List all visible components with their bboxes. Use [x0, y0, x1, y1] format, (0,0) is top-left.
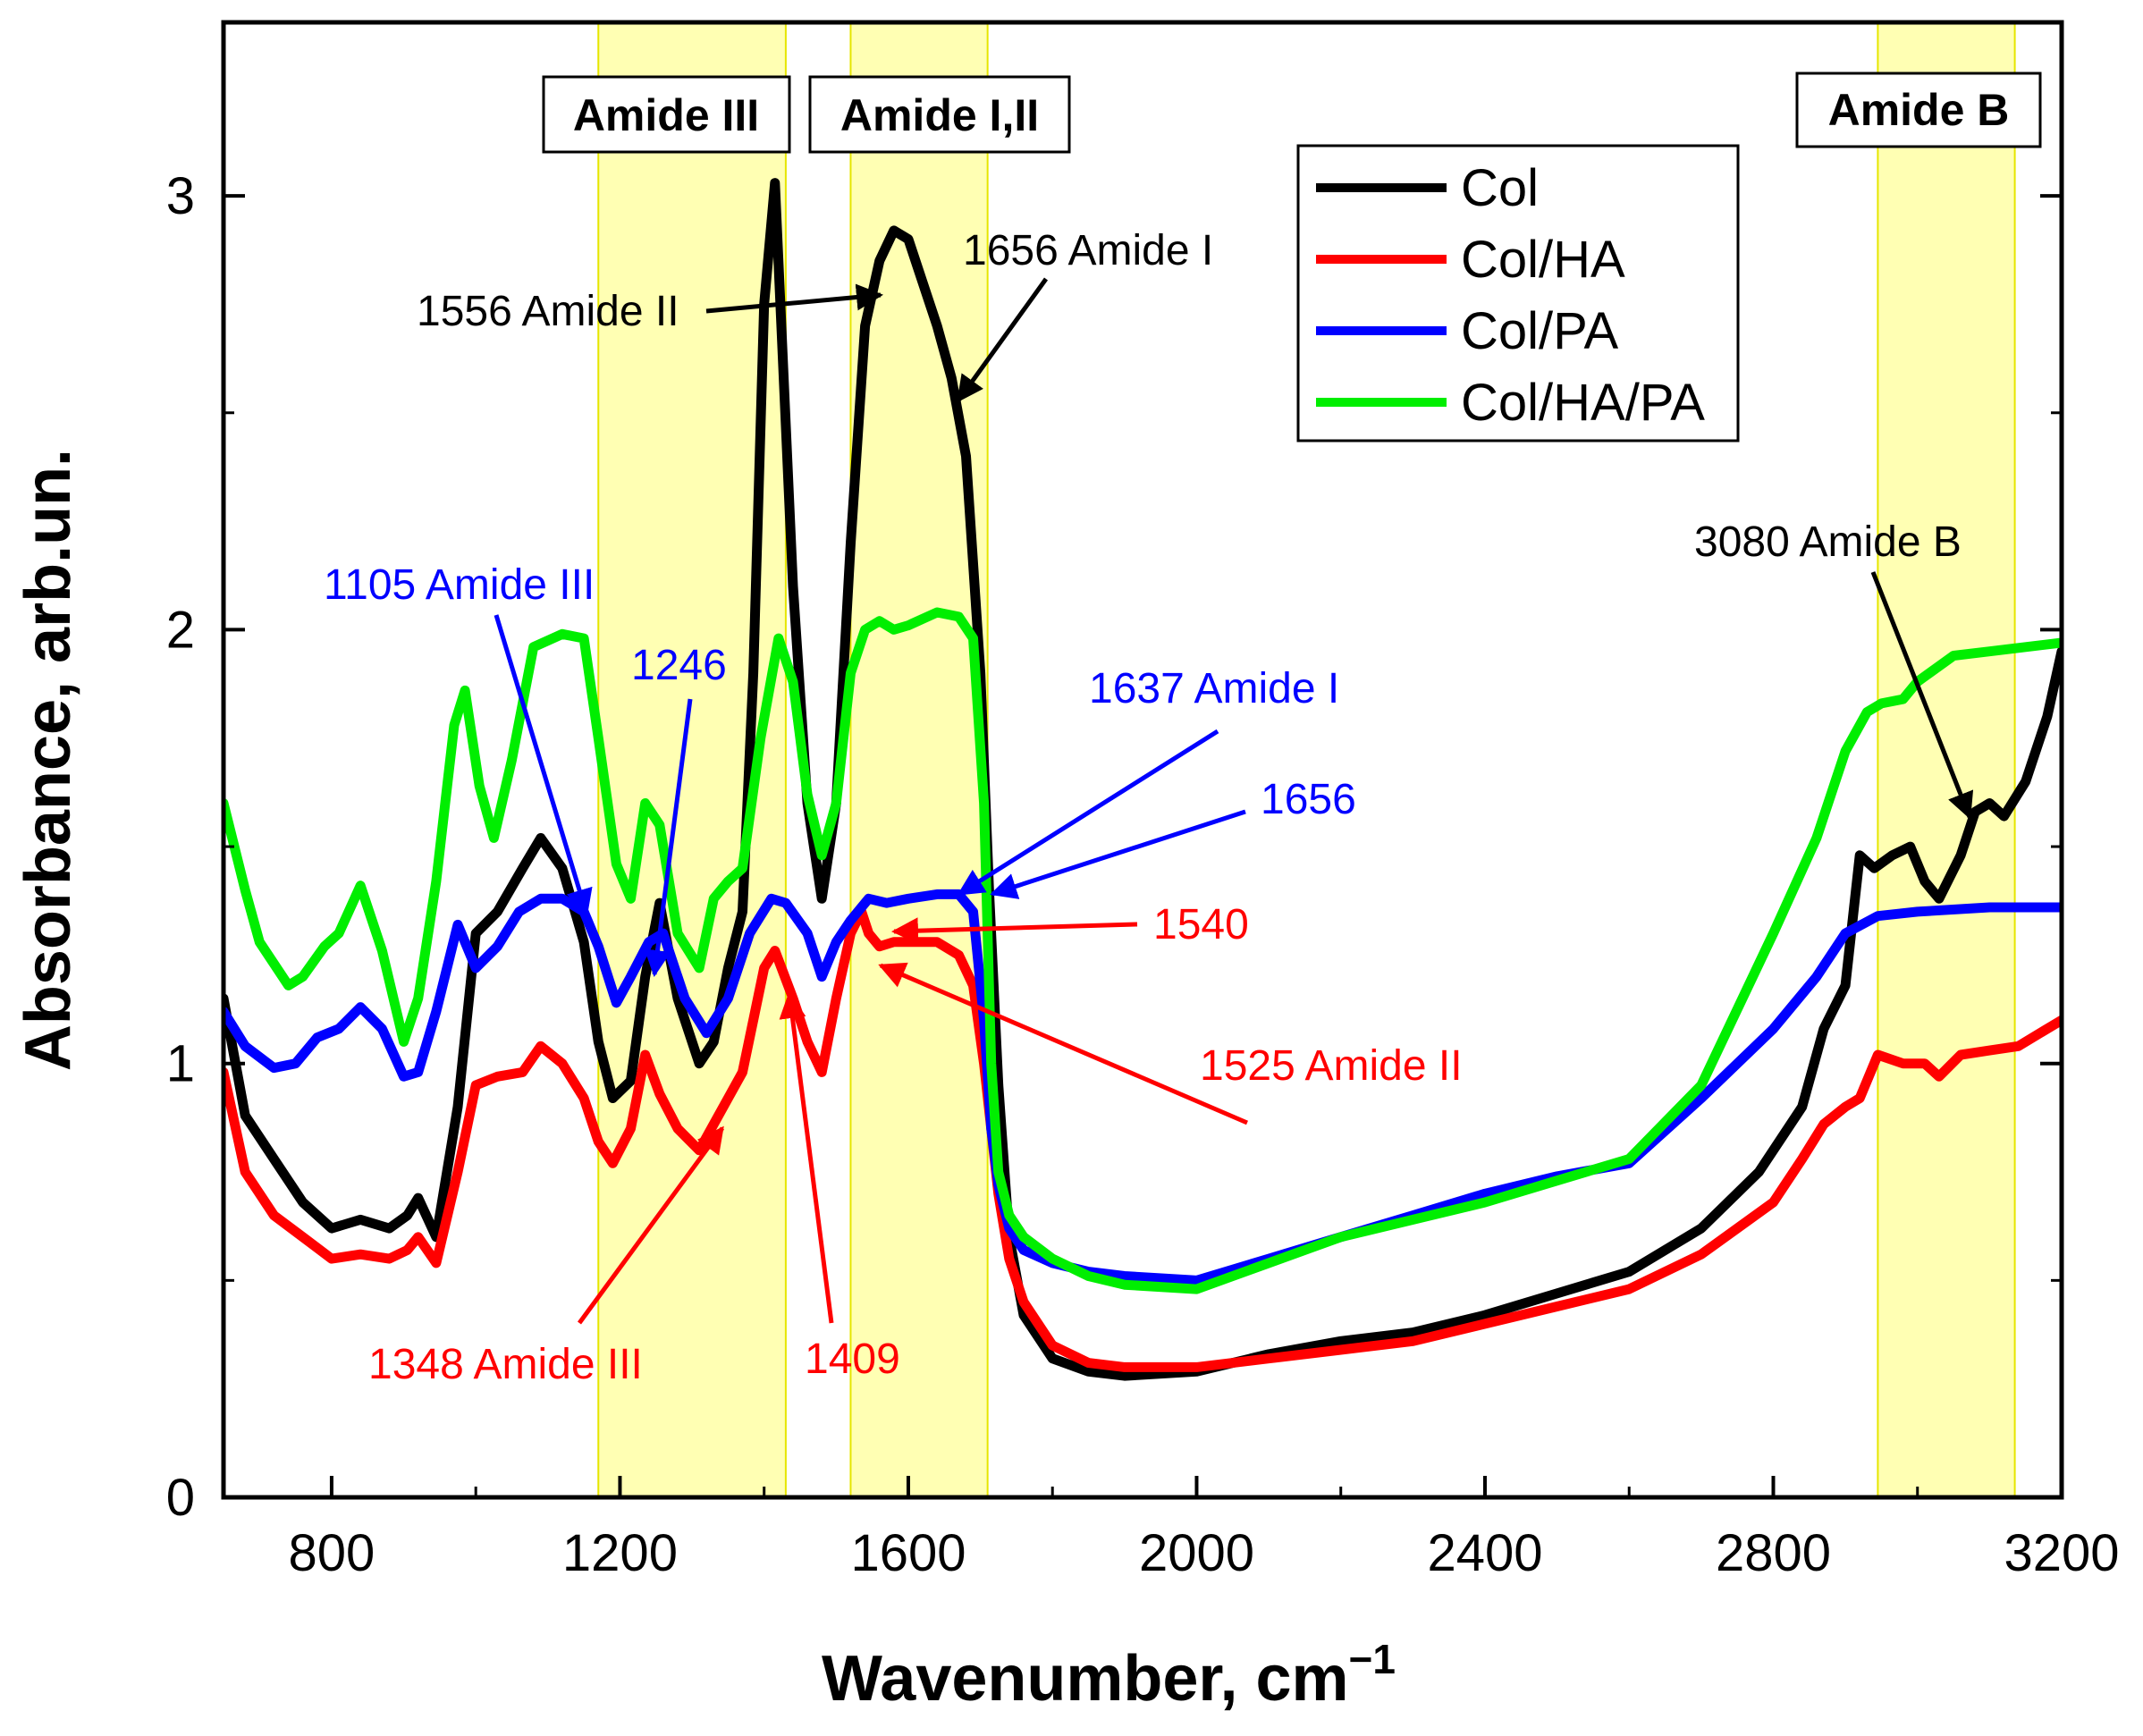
- legend: Col Col/HA Col/PA Col/HA/PA: [1296, 144, 1740, 442]
- arrow-1409: [779, 991, 834, 1324]
- arrow-1246: [644, 698, 693, 977]
- band-label-amide-b: Amide B: [1795, 72, 2042, 148]
- annotation-1540: 1540: [1153, 901, 1249, 948]
- svg-text:Amide B: Amide B: [1828, 85, 2010, 135]
- x-tick-label: 2400: [1427, 1524, 1542, 1582]
- annotation-3080-amide-b: 3080 Amide B: [1694, 518, 1962, 566]
- x-tick-label: 1200: [562, 1524, 678, 1582]
- arrow-1637-amide-i: [957, 729, 1219, 897]
- plot-frame: [221, 20, 2064, 1500]
- legend-label-col: Col: [1461, 159, 1539, 217]
- x-axis-title: Wavenumber, cm−1: [822, 1636, 1396, 1715]
- y-tick-label: 0: [166, 1469, 195, 1527]
- band-label-amide-iii: Amide III: [542, 75, 791, 154]
- x-tick-label: 2800: [1716, 1524, 1831, 1582]
- x-tick-label: 800: [289, 1524, 375, 1582]
- annotation-1525-amide-ii: 1525 Amide II: [1200, 1042, 1463, 1090]
- annotation-1637-amide-i: 1637 Amide I: [1089, 665, 1339, 712]
- annotation-1409: 1409: [805, 1336, 900, 1383]
- legend-box: [1296, 144, 1740, 442]
- arrow-1540: [891, 917, 1138, 945]
- band-label-amide-i-ii: Amide I,II: [808, 75, 1071, 154]
- annotation-1348-amide-iii: 1348 Amide III: [368, 1341, 643, 1388]
- series-col-ha: [224, 906, 2062, 1372]
- annotation-1105-amide-iii: 1105 Amide III: [324, 561, 595, 609]
- svg-text:Amide III: Amide III: [573, 90, 759, 140]
- y-tick-label: 3: [166, 167, 195, 225]
- arrow-1105-amide-iii: [494, 614, 593, 916]
- annotation-1556-amide-ii: 1556 Amide II: [417, 288, 679, 335]
- series-col-pa: [224, 889, 2062, 1285]
- annotation-1656-amide-i: 1656 Amide I: [963, 227, 1213, 274]
- y-tick-label: 1: [166, 1035, 195, 1093]
- y-axis-title: Absorbance, arb.un.: [13, 449, 84, 1071]
- legend-label-col-ha-pa: Col/HA/PA: [1461, 374, 1705, 432]
- arrow-1525-amide-ii: [878, 962, 1248, 1125]
- series-col: [224, 178, 2062, 1381]
- svg-text:Amide I,II: Amide I,II: [840, 90, 1039, 140]
- annotation-1246: 1246: [631, 642, 727, 689]
- x-tick-label: 1600: [850, 1524, 966, 1582]
- x-tick-label: 3200: [2004, 1524, 2119, 1582]
- annotation-1656-blue: 1656: [1261, 776, 1356, 823]
- arrow-1348-amide-iii: [577, 1125, 725, 1325]
- series-col-ha-pa: [224, 607, 2062, 1294]
- arrow-1656-amide-i: [956, 277, 1049, 403]
- arrow-1556-amide-ii: [705, 283, 883, 314]
- x-tick-label: 2000: [1139, 1524, 1254, 1582]
- arrow-3080-amide-b: [1870, 571, 1974, 820]
- arrow-1656-blue: [990, 809, 1246, 899]
- legend-label-col-pa: Col/PA: [1461, 302, 1619, 360]
- y-tick-label: 2: [166, 601, 195, 659]
- legend-label-col-ha: Col/HA: [1461, 231, 1625, 289]
